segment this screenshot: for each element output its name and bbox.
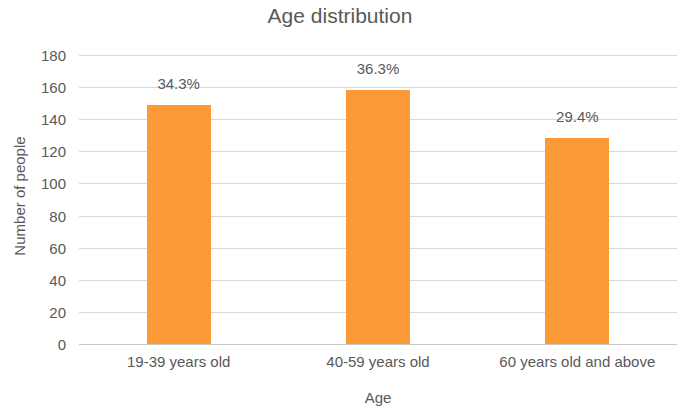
y-tick-label: 20: [0, 304, 66, 319]
plot-area: 34.3% 36.3% 29.4%: [79, 55, 677, 344]
x-axis-title: Age: [79, 388, 677, 408]
age-distribution-bar-chart: Age distribution Number of people 34.3%3…: [0, 0, 680, 419]
y-gridline: [79, 55, 677, 56]
x-category-label: 40-59 years old: [278, 352, 478, 371]
y-tick-label: 120: [0, 144, 66, 159]
x-category-label: 19-39 years old: [79, 352, 279, 371]
y-tick-label: 160: [0, 80, 66, 95]
y-tick-label: 40: [0, 272, 66, 287]
bar: [346, 90, 410, 344]
bar: [545, 138, 609, 344]
y-tick-label: 100: [0, 176, 66, 191]
y-tick-label: 140: [0, 112, 66, 127]
y-tick-label: 60: [0, 240, 66, 255]
y-tick-label: 0: [0, 337, 66, 352]
bar-data-label: 29.4%: [532, 108, 622, 126]
y-tick-label: 80: [0, 208, 66, 223]
chart-title: Age distribution: [0, 3, 680, 29]
bar-data-label: 36.3%: [333, 60, 423, 78]
x-category-label: 60 years old and above: [477, 352, 677, 371]
bar-data-label: 34.3%: [134, 75, 224, 93]
bar: [147, 105, 211, 344]
y-tick-label: 180: [0, 48, 66, 63]
x-axis-line: [79, 344, 677, 345]
